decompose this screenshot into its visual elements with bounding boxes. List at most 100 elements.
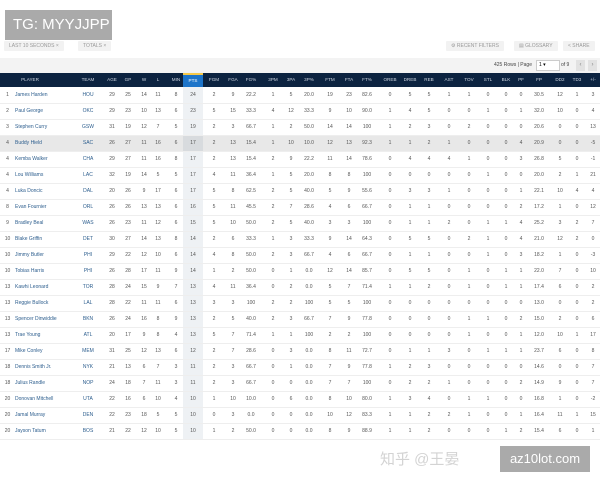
prev-page-button[interactable]: ‹ <box>576 60 585 71</box>
team-link[interactable]: DAL <box>83 188 93 194</box>
table-row[interactable]: 10 Jimmy Butler PHI 29 22 12 10 6 14 4 8 50.0 2 3 66.7… <box>0 248 600 264</box>
table-row[interactable]: 4 Luka Doncic DAL 20 26 9 17 6 17 5 8 62.5 2 5 40.0 5 9 5… <box>0 184 600 200</box>
column-header-ast[interactable]: AST <box>444 77 454 82</box>
team-link[interactable]: GSW <box>82 124 94 130</box>
table-row[interactable]: 18 Julius Randle NOP 24 18 7 11 3 11 2 3 66.7 0 0 0.0 7… <box>0 376 600 392</box>
player-link[interactable]: Jamal Murray <box>15 412 46 418</box>
player-link[interactable]: Evan Fournier <box>15 204 47 210</box>
column-header-stl[interactable]: STL <box>483 77 493 82</box>
team-link[interactable]: SAC <box>82 140 94 146</box>
player-link[interactable]: Tobias Harris <box>15 268 45 274</box>
table-row[interactable]: 1 James Harden HOU 29 25 14 11 8 24 2 9 22.2 1 5 20.0 1… <box>0 88 600 104</box>
player-link[interactable]: Trae Young <box>15 332 41 338</box>
column-header-player[interactable]: PLAYER <box>21 77 39 82</box>
player-link[interactable]: Lou Williams <box>15 172 44 178</box>
table-row[interactable]: 17 Mike Conley MEM 31 25 12 13 6 12 2 7 28.6 0 3 0.0 8 1… <box>0 344 600 360</box>
table-row[interactable]: 9 Bradley Beal WAS 26 23 11 12 6 15 5 10 50.0 2 5 40.0… <box>0 216 600 232</box>
player-link[interactable]: James Harden <box>15 92 48 98</box>
team-link[interactable]: BKN <box>82 316 94 322</box>
team-link[interactable]: TOR <box>82 284 94 290</box>
team-link[interactable]: WAS <box>82 220 94 226</box>
column-header-l[interactable]: L <box>156 77 160 82</box>
column-header-age[interactable]: AGE <box>107 77 117 82</box>
player-link[interactable]: Spencer Dinwiddie <box>15 316 57 322</box>
team-link[interactable]: HOU <box>82 92 94 98</box>
column-header-blk[interactable]: BLK <box>501 77 511 82</box>
column-header-dreb[interactable]: DREB <box>403 77 417 82</box>
table-row[interactable]: 4 Lou Williams LAC 32 19 14 5 5 17 4 11 36.4 1 5 20.0 8… <box>0 168 600 184</box>
column-header-td3[interactable]: TD3 <box>572 77 582 82</box>
team-link[interactable]: MEM <box>82 348 94 354</box>
filter-chip-period[interactable]: LAST 10 SECONDS × <box>4 41 64 51</box>
table-row[interactable]: 20 Donovan Mitchell UTA 22 16 6 10 4 10 1 10 10.0 0 6… <box>0 392 600 408</box>
column-header-3pm[interactable]: 3PM <box>268 77 278 82</box>
team-link[interactable]: NYK <box>82 364 94 370</box>
table-row[interactable]: 10 Blake Griffin DET 30 27 14 13 8 14 2 6 33.3 1 3 33.… <box>0 232 600 248</box>
team-link[interactable]: NOP <box>82 380 94 386</box>
column-header-tov[interactable]: TOV <box>464 77 474 82</box>
column-header-3p-[interactable]: 3P% <box>304 77 314 82</box>
team-link[interactable]: OKC <box>82 108 94 114</box>
table-row[interactable]: 13 Reggie Bullock LAL 28 22 11 11 6 13 3 3 100 2 2 100… <box>0 296 600 312</box>
column-header-pts[interactable]: PTS <box>183 73 203 87</box>
team-link[interactable]: LAL <box>83 300 93 306</box>
player-link[interactable]: Luka Doncic <box>15 188 43 194</box>
table-row[interactable]: 2 Paul George OKC 29 23 10 13 6 23 5 15 33.3 4 12 33.3… <box>0 104 600 120</box>
glossary-button[interactable]: ▤ GLOSSARY <box>514 41 558 51</box>
player-link[interactable]: Kemba Walker <box>15 156 48 162</box>
team-link[interactable]: BOS <box>82 428 94 434</box>
column-header-pf[interactable]: PF <box>518 77 524 82</box>
column-header-ftm[interactable]: FTM <box>325 77 335 82</box>
team-link[interactable]: PHI <box>83 252 93 258</box>
player-link[interactable]: Julius Randle <box>15 380 46 386</box>
next-page-button[interactable]: › <box>588 60 597 71</box>
player-link[interactable]: Mike Conley <box>15 348 43 354</box>
page-select[interactable]: 1 ▾ <box>536 60 560 71</box>
player-link[interactable]: Reggie Bullock <box>15 300 49 306</box>
player-link[interactable]: Dennis Smith Jr. <box>15 364 52 370</box>
column-header-team[interactable]: TEAM <box>81 77 95 82</box>
table-row[interactable]: 8 Evan Fournier ORL 26 26 13 13 6 16 5 11 45.5 2 7 28.… <box>0 200 600 216</box>
team-link[interactable]: CHA <box>82 156 94 162</box>
column-header-gp[interactable]: GP <box>124 77 132 82</box>
player-link[interactable]: Kawhi Leonard <box>15 284 49 290</box>
column-header-fta[interactable]: FTA <box>344 77 354 82</box>
table-row[interactable]: 13 Spencer Dinwiddie BKN 26 24 16 8 9 13 2 5 40.0 2 3… <box>0 312 600 328</box>
column-header-reb[interactable]: REB <box>424 77 434 82</box>
player-link[interactable]: Paul George <box>15 108 44 114</box>
table-row[interactable]: 3 Stephen Curry GSW 31 19 12 7 5 19 2 3 66.7 1 2 50.0 1… <box>0 120 600 136</box>
column-header-min[interactable]: MIN <box>171 77 181 82</box>
team-link[interactable]: ATL <box>83 332 93 338</box>
player-link[interactable]: Jayson Tatum <box>15 428 46 434</box>
column-header-3pa[interactable]: 3PA <box>286 77 296 82</box>
column-header-w[interactable]: W <box>141 77 147 82</box>
table-row[interactable]: 10 Tobias Harris PHI 26 28 17 11 9 14 1 2 50.0 0 1 0.0… <box>0 264 600 280</box>
share-button[interactable]: < SHARE <box>563 41 595 51</box>
player-link[interactable]: Jimmy Butler <box>15 252 44 258</box>
team-link[interactable]: UTA <box>83 396 93 402</box>
player-link[interactable]: Bradley Beal <box>15 220 44 226</box>
table-row[interactable]: 13 Trae Young ATL 20 17 9 8 4 13 5 7 71.4 1 1 100 2 2 100… <box>0 328 600 344</box>
column-header--[interactable]: +/- <box>590 77 596 82</box>
table-row[interactable]: 20 Jayson Tatum BOS 21 22 12 10 5 10 1 2 50.0 0 0 0.0 8… <box>0 424 600 440</box>
team-link[interactable]: LAC <box>83 172 93 178</box>
table-row[interactable]: 13 Kawhi Leonard TOR 28 24 15 9 7 13 4 11 36.4 0 2 0.0… <box>0 280 600 296</box>
recent-filters-button[interactable]: ⚙ RECENT FILTERS <box>446 41 504 51</box>
column-header-ft-[interactable]: FT% <box>362 77 372 82</box>
column-header-fp[interactable]: FP <box>536 77 542 82</box>
column-header-dd2[interactable]: DD2 <box>555 77 565 82</box>
player-link[interactable]: Donovan Mitchell <box>15 396 54 402</box>
team-link[interactable]: PHI <box>83 268 93 274</box>
table-row[interactable]: 4 Buddy Hield SAC 26 27 11 16 6 17 2 13 15.4 1 10 10.0… <box>0 136 600 152</box>
team-link[interactable]: DEN <box>82 412 94 418</box>
player-link[interactable]: Blake Griffin <box>15 236 43 242</box>
table-row[interactable]: 4 Kemba Walker CHA 29 27 11 16 8 17 2 13 15.4 2 9 22.2… <box>0 152 600 168</box>
column-header-fga[interactable]: FGA <box>228 77 238 82</box>
column-header-oreb[interactable]: OREB <box>383 77 397 82</box>
player-link[interactable]: Stephen Curry <box>15 124 48 130</box>
player-link[interactable]: Buddy Hield <box>15 140 42 146</box>
column-header-fgm[interactable]: FGM <box>208 77 220 82</box>
filter-chip-totals[interactable]: TOTALS × <box>78 41 112 51</box>
table-row[interactable]: 18 Dennis Smith Jr. NYK 21 13 6 7 3 11 2 3 66.7 0 1 0.… <box>0 360 600 376</box>
team-link[interactable]: ORL <box>82 204 94 210</box>
